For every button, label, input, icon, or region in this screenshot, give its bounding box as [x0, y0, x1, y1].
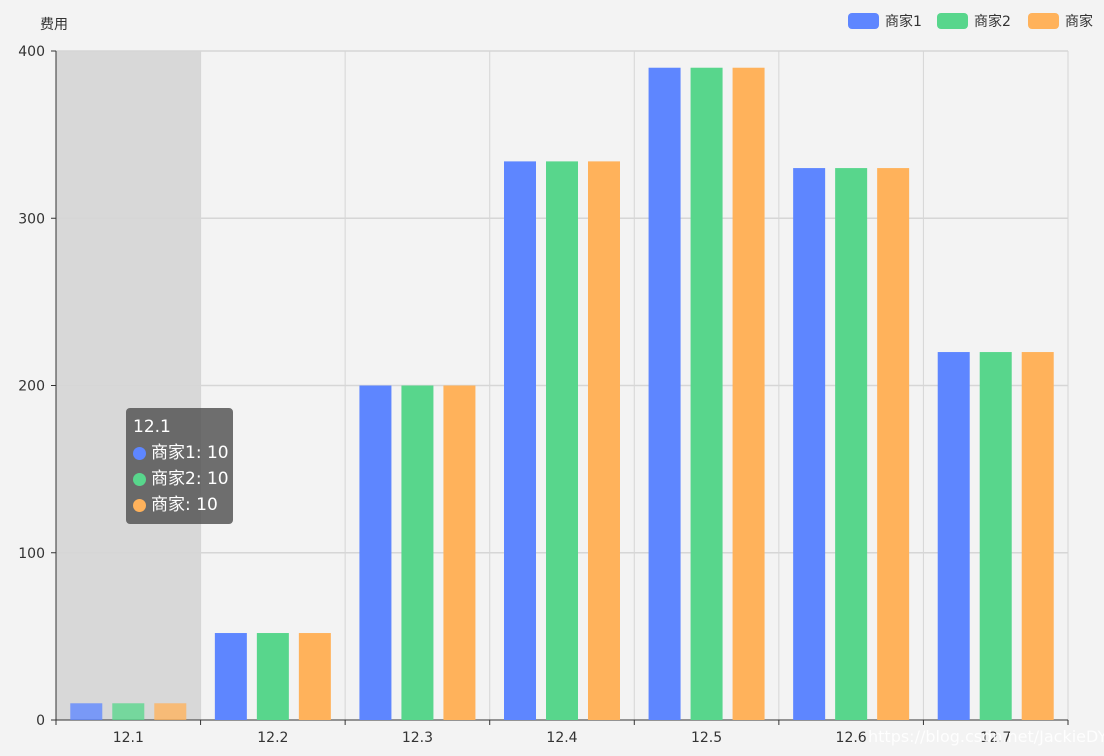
bar-2 [546, 161, 578, 720]
tooltip-title: 12.1 [133, 417, 171, 437]
x-tick-label: 12.6 [836, 730, 867, 746]
y-tick-label: 100 [18, 546, 45, 562]
x-tick-label: 12.2 [257, 730, 288, 746]
tooltip-row-text: 商家: 10 [151, 495, 218, 515]
x-tick-label: 12.1 [113, 730, 144, 746]
bar-1 [214, 633, 247, 720]
bar-3 [732, 67, 765, 721]
y-tick-label: 300 [18, 211, 45, 227]
bar-3 [588, 161, 620, 720]
legend-swatch-1 [848, 13, 879, 29]
legend-label-3: 商家 [1065, 13, 1093, 30]
bar-2 [835, 168, 868, 720]
tooltip-row-series-1: 商家1: 10 [133, 440, 233, 466]
bar-1 [70, 703, 103, 720]
y-axis-title: 费用 [40, 17, 68, 33]
series-3-dot-icon [133, 498, 146, 512]
series-2-dot-icon [133, 472, 146, 486]
bar-2 [979, 352, 1012, 720]
tooltip: 12.1 商家1: 10 商家2: 10 商家: 10 [126, 408, 233, 524]
bar-3 [154, 703, 187, 720]
y-tick-label: 0 [36, 713, 45, 729]
bar-2 [112, 703, 145, 720]
x-tick-label: 12.7 [980, 730, 1011, 746]
bar-1 [359, 385, 392, 720]
legend-swatch-2 [937, 13, 968, 29]
y-tick-label: 200 [18, 379, 45, 395]
bar-3 [298, 633, 331, 720]
tooltip-row-text: 商家2: 10 [151, 469, 229, 489]
x-tick-label: 12.5 [691, 730, 722, 746]
watermark: https://blog.csdn.net/JackieDYH [868, 727, 1104, 746]
bar-1 [937, 352, 970, 720]
bar-1 [504, 161, 536, 720]
bar-3 [1021, 352, 1054, 720]
x-tick-label: 12.4 [546, 730, 577, 746]
bar-2 [690, 67, 723, 721]
tooltip-row-series-2: 商家2: 10 [133, 466, 233, 492]
tooltip-row-series-3: 商家: 10 [133, 492, 233, 518]
x-tick-label: 12.3 [402, 730, 433, 746]
bar-3 [877, 168, 910, 720]
tooltip-row-text: 商家1: 10 [151, 443, 229, 463]
legend-label-1: 商家1 [885, 13, 922, 30]
bar-2 [256, 633, 289, 720]
bar-3 [443, 385, 476, 720]
series-1-dot-icon [133, 446, 146, 460]
bar-2 [401, 385, 434, 720]
legend-swatch-3 [1028, 13, 1059, 29]
bar-1 [793, 168, 826, 720]
bar-1 [648, 67, 681, 721]
legend-label-2: 商家2 [974, 13, 1011, 30]
y-tick-label: 400 [18, 44, 45, 60]
